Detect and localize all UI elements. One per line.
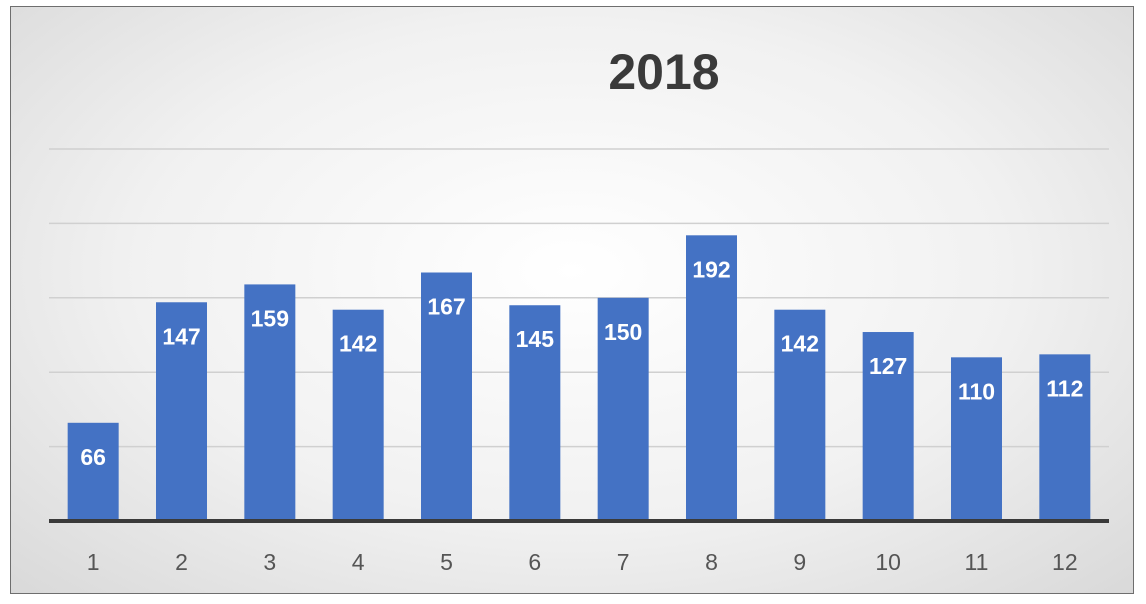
gridlines	[49, 148, 1109, 448]
value-label-11: 110	[958, 378, 995, 404]
x-tick-label-2: 2	[175, 549, 188, 575]
bar-1	[67, 422, 119, 521]
value-label-7: 150	[604, 319, 642, 345]
value-label-2: 147	[162, 323, 200, 349]
value-label-6: 145	[516, 326, 555, 352]
bar-7	[597, 297, 649, 521]
x-tick-label-11: 11	[965, 549, 989, 575]
value-label-10: 127	[869, 353, 907, 379]
chart-title: 2018	[608, 44, 719, 100]
value-labels: 66 147 159 142 167 145 150 192 142 127 110 112	[80, 256, 1083, 469]
bar-6	[509, 305, 561, 521]
bar-9	[774, 309, 826, 521]
bars	[67, 235, 1091, 521]
x-tick-label-1: 1	[87, 549, 100, 575]
x-tick-label-9: 9	[793, 549, 806, 575]
x-tick-label-3: 3	[263, 549, 276, 575]
x-tick-label-7: 7	[617, 549, 630, 575]
bar-3	[244, 284, 296, 521]
value-label-9: 142	[781, 331, 819, 357]
bar-2	[156, 302, 207, 521]
value-label-1: 66	[80, 444, 106, 470]
x-tick-label-6: 6	[528, 549, 541, 575]
value-label-4: 142	[339, 331, 377, 357]
value-label-5: 167	[427, 294, 465, 320]
bar-8	[686, 235, 737, 521]
bar-5	[421, 272, 472, 521]
x-tick-label-12: 12	[1052, 549, 1078, 575]
bar-4	[332, 309, 384, 521]
bar-12	[1039, 354, 1091, 521]
x-tick-label-5: 5	[440, 549, 453, 575]
value-label-12: 112	[1046, 375, 1083, 401]
value-label-8: 192	[692, 256, 730, 282]
x-tick-labels: 1 2 3 4 5 6 7 8 9 10 11 12	[87, 549, 1078, 575]
x-tick-label-4: 4	[352, 549, 365, 575]
x-tick-label-10: 10	[875, 549, 901, 575]
chart-frame: 1 2 3 4 5 6 7 8 9 10 11 12 66 147 159 142 167 145 150 192 1…	[10, 6, 1134, 594]
bar-10	[862, 332, 914, 521]
x-tick-label-8: 8	[705, 549, 718, 575]
value-label-3: 159	[251, 305, 289, 331]
bar-11	[951, 357, 1002, 521]
